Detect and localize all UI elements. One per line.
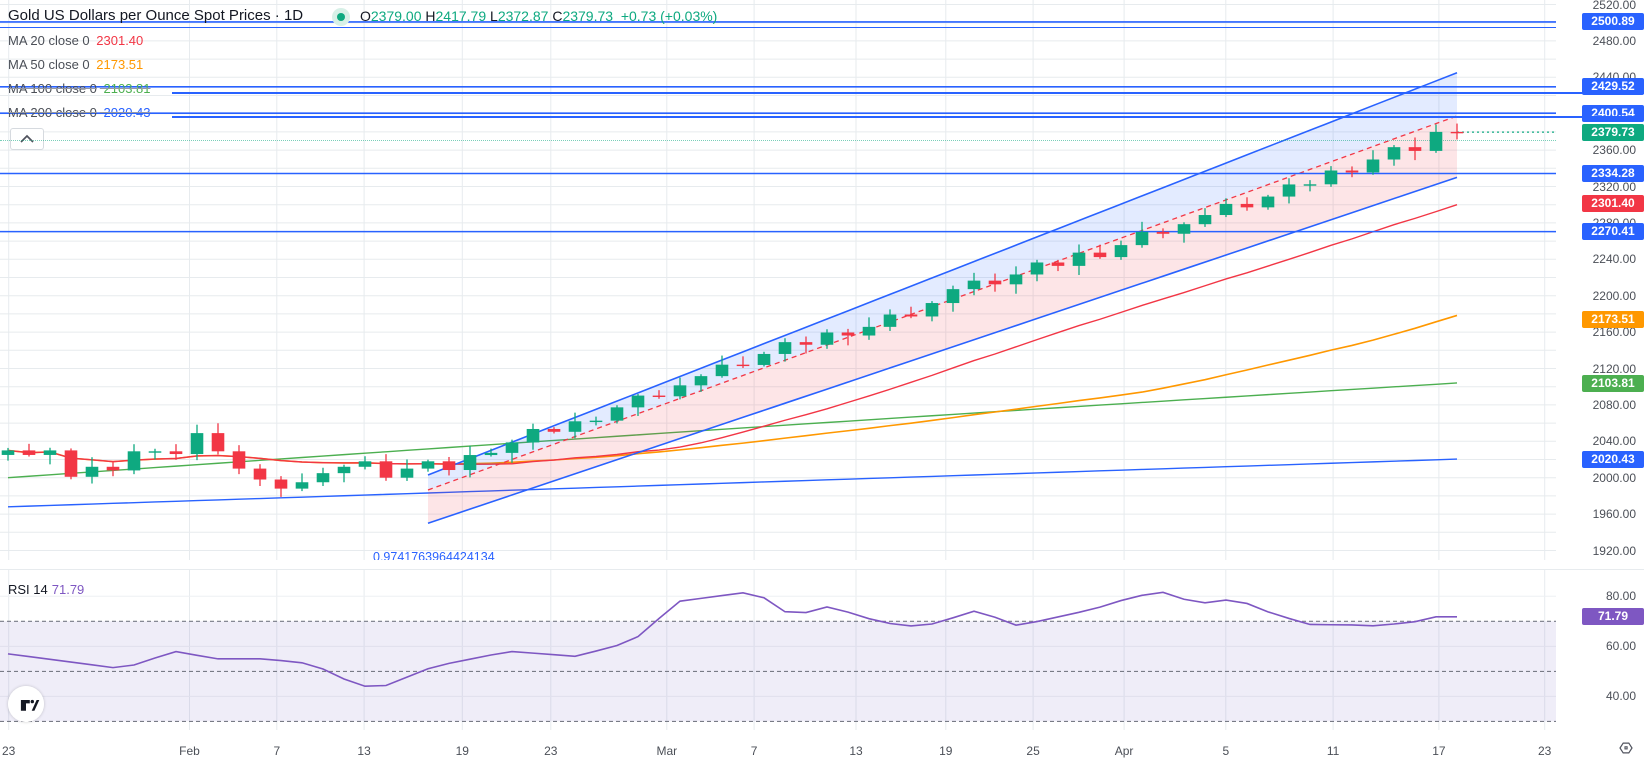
svg-text:0.9741763964424134: 0.9741763964424134 bbox=[373, 550, 495, 560]
